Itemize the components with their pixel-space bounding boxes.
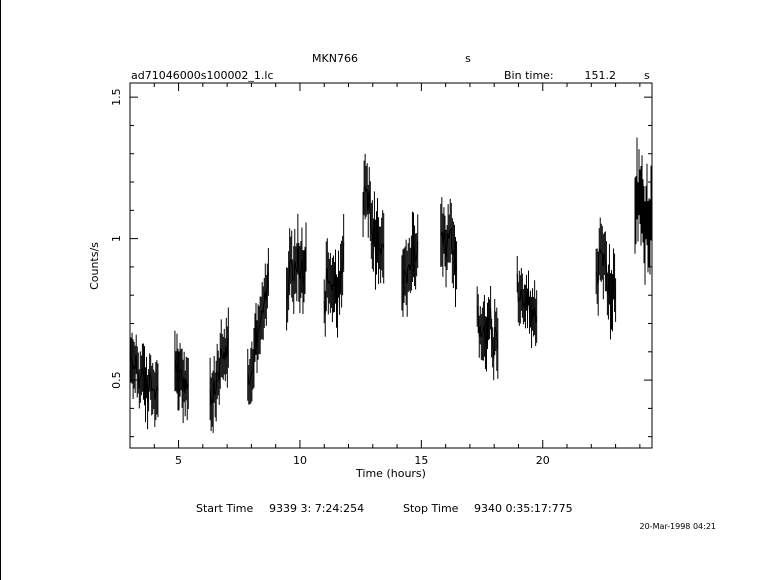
data-line [476,306,499,359]
data-segment [440,197,458,308]
y-tick-label: 0.5 [110,371,123,389]
data-segment [362,153,385,290]
y-axis-label: Counts/s [88,242,101,290]
data-line [440,226,458,273]
data-segment [401,211,419,317]
data-segment [286,213,307,331]
data-line [129,347,159,403]
chart-title-suffix: s [465,52,471,65]
data-line [516,273,538,323]
plot-timestamp: 20-Mar-1998 04:21 [640,522,717,531]
data-line [286,244,307,300]
chart-title: MKN766 [312,52,358,65]
data-segment [476,285,499,381]
data-line [634,178,653,244]
axis-ticks: 5 10 15 20 0.5 1 1.5 [110,83,652,467]
bin-time-value: 151.2 [585,69,617,82]
data-segment [174,330,189,424]
data-line [362,185,385,255]
data-segment [634,137,653,285]
y-tick-label: 1 [110,235,123,242]
y-tick-label: 1.5 [110,88,123,106]
data-segment [516,255,538,349]
data-segment [129,323,159,430]
stop-time-label: Stop Time [403,502,459,515]
x-axis-label: Time (hours) [355,467,426,480]
data-segment [247,247,269,405]
data-line [247,271,269,385]
data-line [209,337,229,405]
data-line [174,360,189,394]
bin-time-label: Bin time: [504,69,554,82]
left-border [0,0,1,580]
x-tick-label: 20 [536,454,550,467]
start-time-label: Start Time [196,502,254,515]
file-name: ad71046000s100002_1.lc [131,69,274,82]
start-time-value: 9339 3: 7:24:254 [269,502,364,515]
x-tick-label: 5 [175,454,182,467]
data-line [595,247,617,307]
data-segment [323,214,345,338]
data-line [323,242,345,314]
data-segment [595,217,617,340]
data-segment [209,307,229,433]
data-line [401,241,419,284]
x-tick-label: 10 [293,454,307,467]
stop-time-value: 9340 0:35:17:775 [474,502,573,515]
bin-time-unit: s [644,69,650,82]
data-series [129,137,653,433]
plot-frame [129,82,653,449]
x-tick-label: 15 [414,454,428,467]
